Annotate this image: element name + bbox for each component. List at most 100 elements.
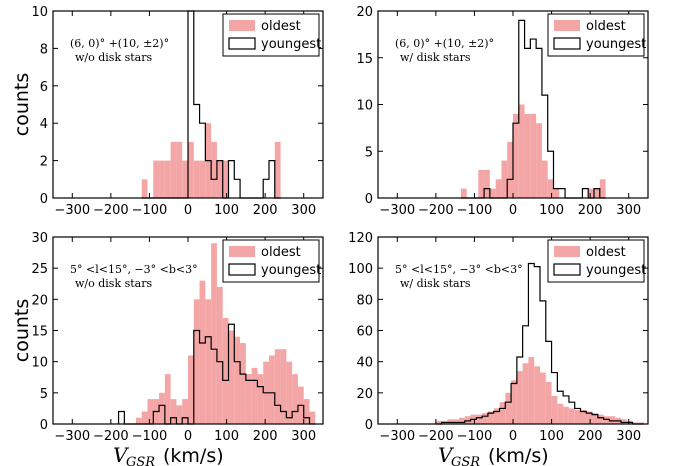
x-tick-label: 0 <box>509 429 517 444</box>
oldest-bar <box>170 141 177 198</box>
oldest-bar <box>580 409 587 424</box>
oldest-bar <box>147 399 154 424</box>
y-axis-label: counts <box>11 73 33 137</box>
oldest-bar <box>563 406 569 424</box>
oldest-bar <box>574 409 581 424</box>
y-tick-label: 4 <box>40 117 48 132</box>
oldest-bar <box>159 160 165 198</box>
oldest-bar <box>518 104 525 198</box>
oldest-bar <box>528 356 535 424</box>
y-tick-label: 10 <box>31 5 48 20</box>
oldest-bar <box>286 361 293 424</box>
legend-label-youngest: youngest <box>261 37 321 52</box>
oldest-bar <box>530 113 537 198</box>
oldest-bar <box>493 408 500 424</box>
oldest-bar <box>182 399 188 424</box>
oldest-bar <box>176 405 183 424</box>
x-tick-label: −100 <box>457 429 493 444</box>
histogram-panel-4: −300 −200 −100 0 100 200 300 0 20 40 60 80 100 120 VGS… <box>348 231 649 466</box>
oldest-bar <box>545 381 552 424</box>
oldest-bar <box>170 399 177 424</box>
x-tick-label: 200 <box>578 203 603 218</box>
oldest-bar <box>176 141 183 198</box>
y-tick-label: 10 <box>356 99 373 114</box>
legend-label-oldest: oldest <box>261 245 301 260</box>
oldest-bar <box>222 160 229 198</box>
oldest-bar <box>182 160 188 198</box>
y-tick-label: 6 <box>40 80 48 95</box>
oldest-bar <box>484 169 490 198</box>
oldest-bar <box>557 403 564 424</box>
x-axis-label-unit: (km/s) <box>488 445 549 466</box>
x-tick-label: 100 <box>214 203 239 218</box>
oldest-bar <box>164 160 171 198</box>
oldest-bar <box>499 402 506 424</box>
y-tick-label: 0 <box>365 418 373 433</box>
y-tick-label: 15 <box>31 325 48 340</box>
oldest-bar <box>487 411 494 424</box>
oldest-bar <box>553 188 560 198</box>
legend-swatch-youngest <box>228 37 256 50</box>
x-axis-label-subscript: GSR <box>451 455 480 466</box>
oldest-bar <box>211 141 217 198</box>
oldest-bar <box>507 141 513 198</box>
oldest-bar <box>280 349 287 424</box>
x-tick-label: 100 <box>214 429 239 444</box>
oldest-bar <box>199 280 206 424</box>
y-tick-label: 20 <box>356 5 373 20</box>
legend-swatch-youngest <box>228 263 256 276</box>
oldest-bar <box>216 286 223 424</box>
oldest-bar <box>524 113 531 198</box>
oldest-bar <box>188 141 194 198</box>
x-axis-label-symbol: V <box>438 443 455 466</box>
oldest-bar <box>534 366 540 424</box>
oldest-bar <box>447 419 454 424</box>
oldest-bar <box>547 179 554 198</box>
oldest-bar <box>205 299 212 424</box>
x-tick-label: 100 <box>539 203 564 218</box>
youngest-step-line <box>460 19 606 199</box>
legend-label-oldest: oldest <box>586 245 626 260</box>
oldest-bar <box>153 160 160 198</box>
x-tick-label: 0 <box>509 203 517 218</box>
y-tick-label: 100 <box>348 262 373 277</box>
panel-annotation-sample: w/ disk stars <box>400 277 471 290</box>
oldest-bar <box>621 419 627 424</box>
oldest-bar <box>568 408 575 424</box>
legend-swatch-oldest <box>554 20 580 31</box>
x-axis-label-subscript: GSR <box>126 455 155 466</box>
oldest-bar <box>274 141 281 198</box>
y-tick-label: 20 <box>31 293 48 308</box>
x-tick-label: 0 <box>184 429 192 444</box>
x-tick-label: −200 <box>93 429 129 444</box>
y-tick-label: 0 <box>365 192 373 207</box>
y-tick-label: 5 <box>365 145 373 160</box>
oldest-bar <box>540 372 546 424</box>
oldest-bar <box>516 371 523 424</box>
oldest-bar <box>164 374 171 424</box>
y-axis-label: counts <box>11 299 33 363</box>
oldest-bar <box>222 318 229 424</box>
x-tick-label: 0 <box>184 203 192 218</box>
x-tick-label: 200 <box>253 429 278 444</box>
histogram-panel-1: −300 −200 −100 0 100 200 300 0 2 4 6 8 10 counts oldes… <box>11 5 324 218</box>
y-tick-label: 25 <box>31 262 48 277</box>
oldest-bar <box>513 113 519 198</box>
oldest-bar <box>309 411 316 424</box>
x-tick-label: −300 <box>379 429 415 444</box>
x-axis-label-symbol: V <box>113 443 130 466</box>
oldest-bar <box>522 363 529 424</box>
oldest-bar <box>245 374 252 424</box>
oldest-bar <box>489 188 496 198</box>
legend-label-oldest: oldest <box>261 19 301 34</box>
x-tick-label: 300 <box>291 203 316 218</box>
y-tick-label: 80 <box>356 293 373 308</box>
x-tick-label: 200 <box>253 203 278 218</box>
panel-annotation-sample: w/o disk stars <box>75 51 152 64</box>
oldest-bar <box>435 420 442 424</box>
x-tick-label: −100 <box>132 203 168 218</box>
x-tick-label: 200 <box>578 429 603 444</box>
oldest-bar <box>495 179 502 198</box>
y-tick-label: 5 <box>40 387 48 402</box>
oldest-bar <box>228 330 235 424</box>
